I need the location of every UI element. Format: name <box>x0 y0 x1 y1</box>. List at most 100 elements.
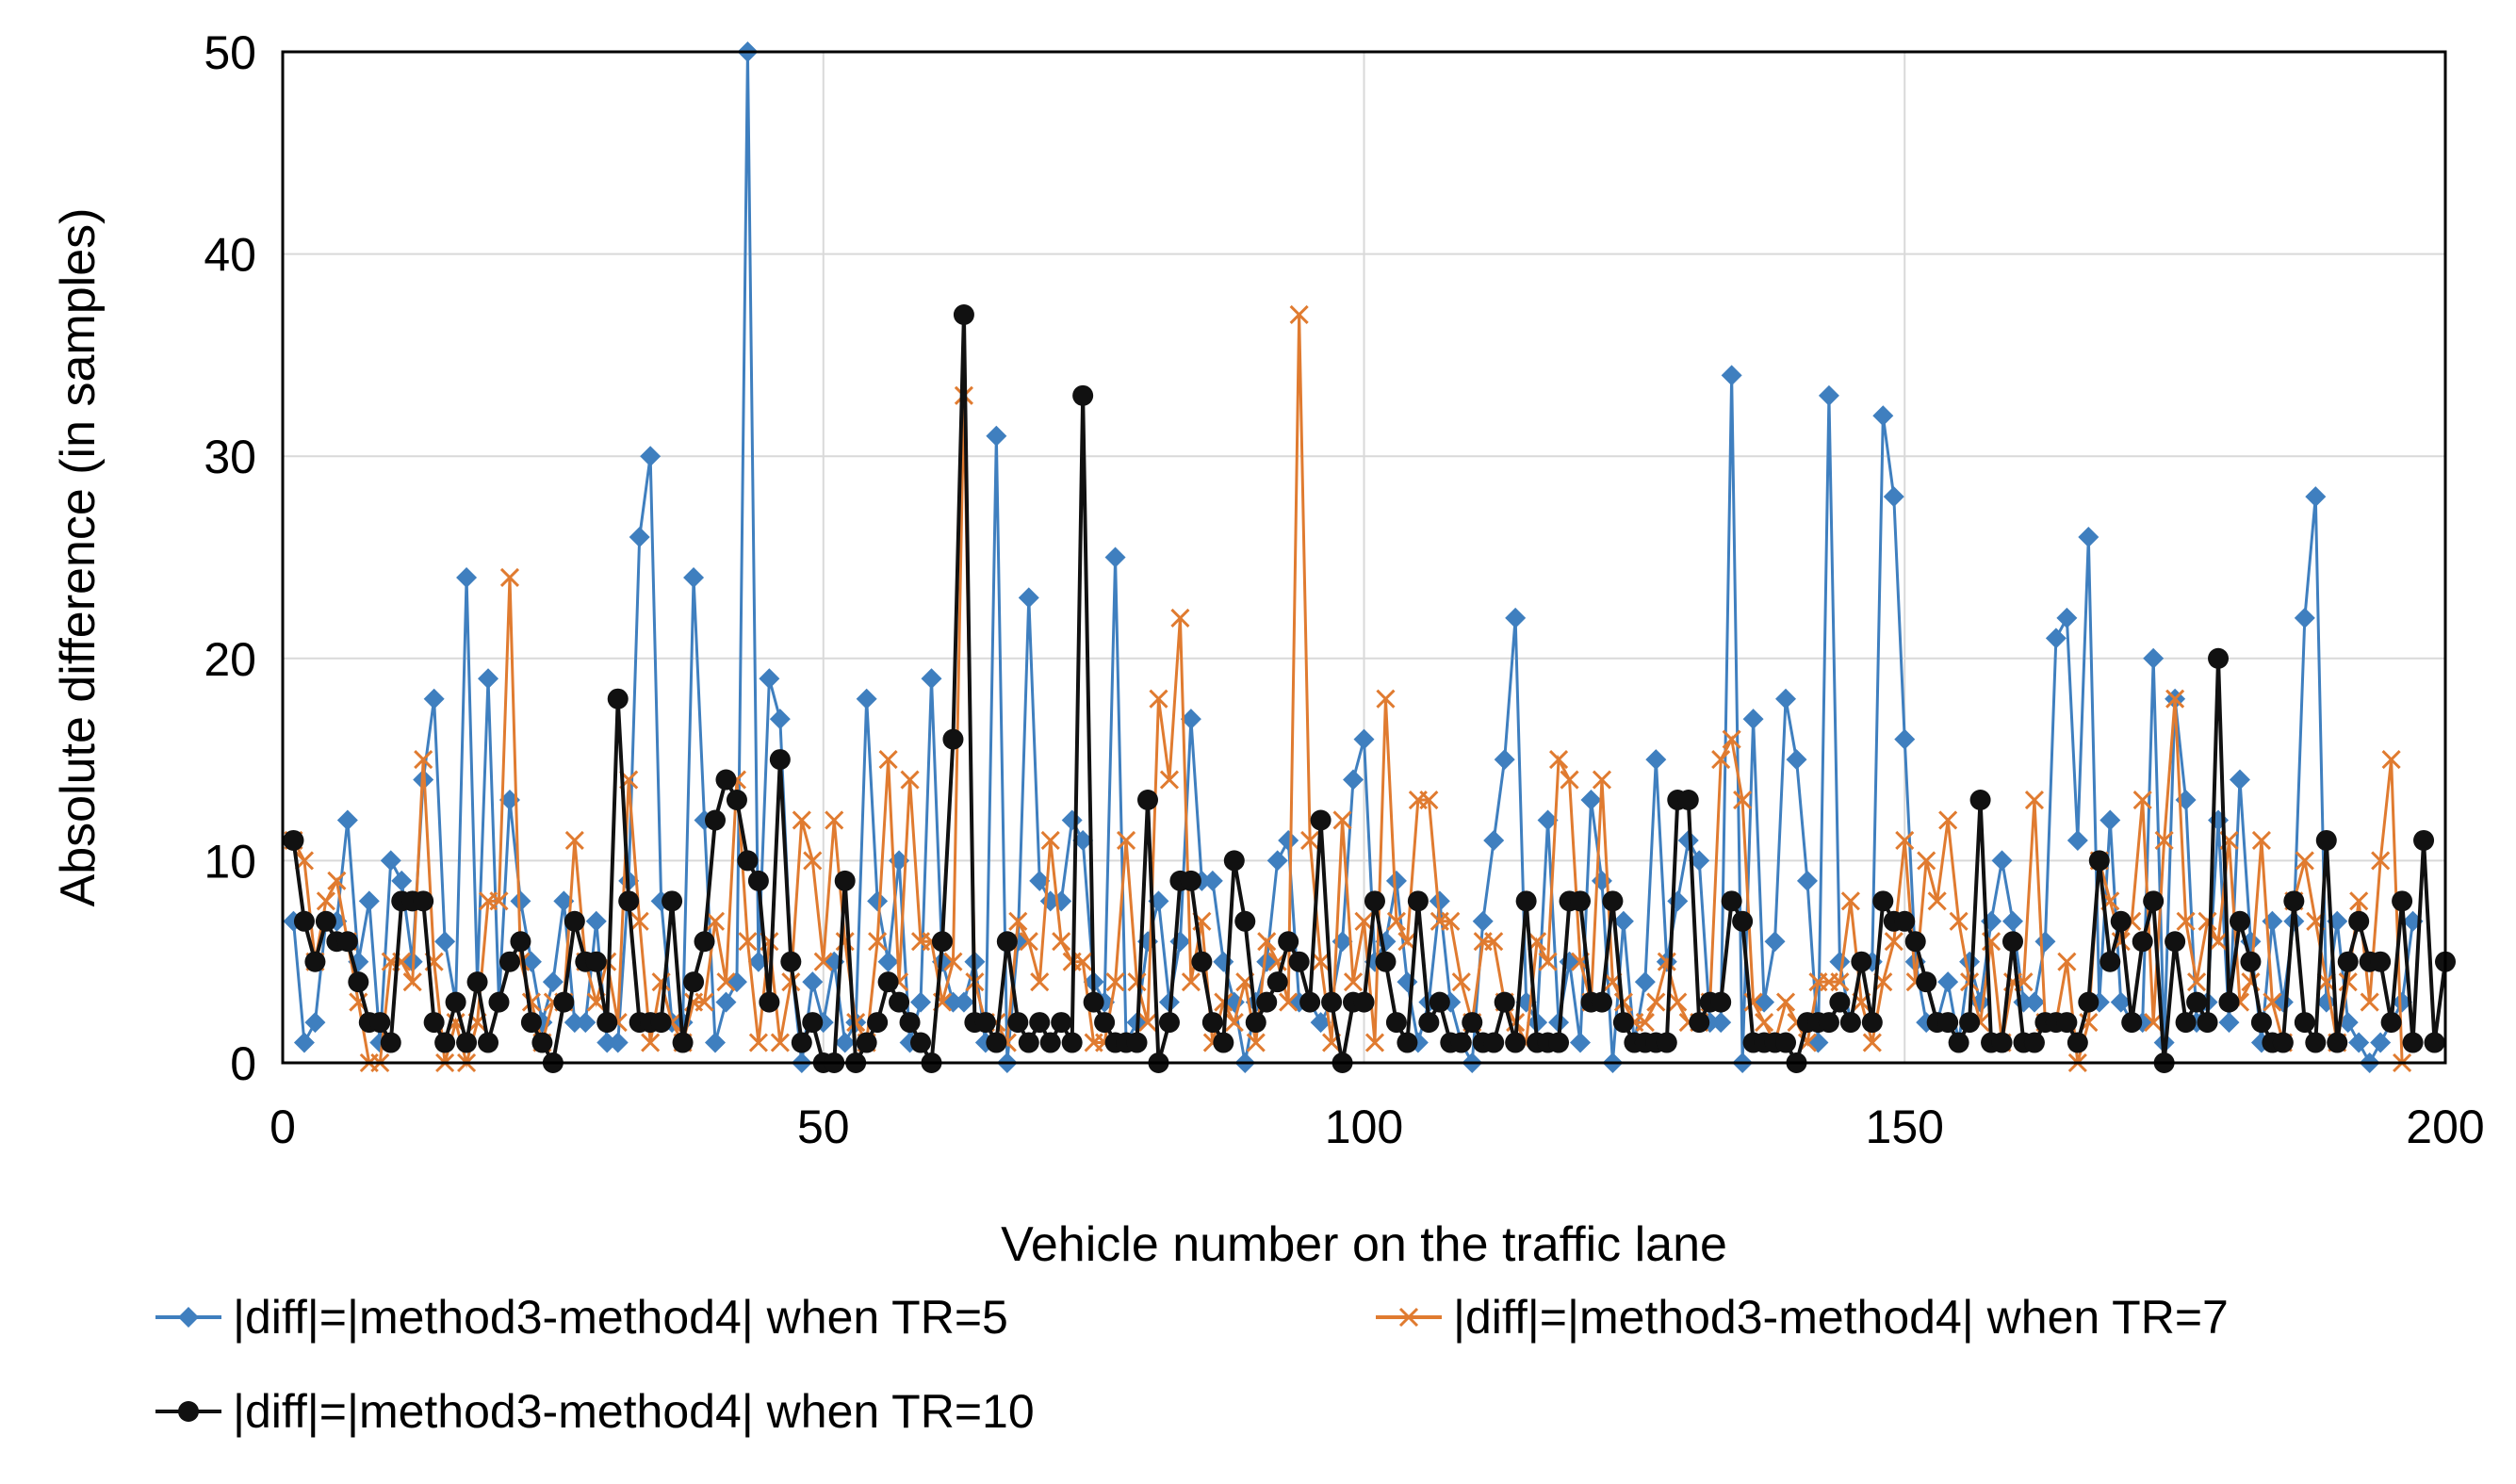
data-point <box>456 1032 478 1053</box>
data-point <box>2349 891 2369 911</box>
data-point <box>1668 992 1688 1012</box>
data-point <box>1830 972 1850 992</box>
data-point <box>1007 1012 1029 1034</box>
data-point <box>1169 931 1191 953</box>
data-point <box>564 910 585 932</box>
data-point <box>2392 890 2413 912</box>
data-point <box>650 1012 672 1034</box>
data-point <box>2402 1032 2424 1053</box>
data-point <box>1039 1032 1061 1053</box>
data-point <box>1234 910 1256 932</box>
data-point <box>575 1012 596 1034</box>
data-point <box>846 1013 866 1033</box>
data-point <box>715 991 737 1013</box>
data-point <box>2176 911 2196 931</box>
data-point <box>520 1012 542 1034</box>
data-point <box>1689 850 1710 872</box>
legend-label: |diff|=|method3-method4| when TR=10 <box>233 1385 1035 1438</box>
data-point <box>1018 1032 1039 1053</box>
y-tick-label: 20 <box>204 633 256 686</box>
data-point <box>791 1032 812 1053</box>
data-point <box>2023 1032 2045 1053</box>
data-point <box>1505 1032 1527 1053</box>
data-point <box>2327 1032 2348 1053</box>
data-point <box>1538 952 1558 971</box>
data-point <box>521 992 541 1012</box>
data-point <box>1721 890 1742 912</box>
data-point <box>1278 931 1299 953</box>
data-point <box>1158 1012 1180 1034</box>
data-point <box>1072 384 1094 406</box>
data-point <box>1019 932 1038 952</box>
data-point <box>694 992 714 1012</box>
data-point <box>1353 728 1375 750</box>
data-point <box>304 1012 326 1034</box>
data-point <box>2380 1012 2402 1034</box>
data-point <box>1677 790 1699 811</box>
data-point <box>1105 972 1125 992</box>
data-point <box>1872 890 1894 912</box>
data-point <box>1904 931 1926 953</box>
y-tick-label: 50 <box>204 26 256 79</box>
data-point <box>618 890 640 912</box>
data-point <box>2208 932 2229 952</box>
data-point <box>1710 991 1732 1013</box>
data-point <box>1364 890 1385 912</box>
legend-marker <box>178 1307 199 1328</box>
data-point <box>456 566 478 588</box>
data-point <box>1375 951 1397 972</box>
data-point <box>1299 991 1321 1013</box>
data-point <box>803 851 823 871</box>
data-point <box>1711 750 1731 770</box>
data-point <box>498 951 520 972</box>
data-point <box>380 850 401 872</box>
data-point <box>641 1033 661 1052</box>
data-point <box>423 688 445 709</box>
data-point <box>2143 647 2165 669</box>
data-point <box>2348 1032 2370 1053</box>
data-point <box>402 972 422 992</box>
data-point <box>2099 809 2121 831</box>
data-point <box>499 567 520 588</box>
data-point <box>585 910 607 932</box>
data-point <box>1311 952 1331 971</box>
data-point <box>1429 890 1450 912</box>
data-point <box>2002 910 2023 932</box>
data-point <box>1991 850 2013 872</box>
data-point <box>1450 1032 1472 1053</box>
data-point <box>2154 830 2174 851</box>
data-point <box>1742 709 1764 730</box>
data-point <box>726 790 747 811</box>
data-point <box>1180 709 1201 730</box>
data-point <box>705 1032 726 1053</box>
data-point <box>1181 972 1201 992</box>
data-point <box>640 446 662 467</box>
data-point <box>2078 527 2099 548</box>
data-point <box>1429 991 1450 1013</box>
data-point <box>2121 1012 2143 1034</box>
data-point <box>769 709 791 730</box>
data-point <box>1245 1012 1266 1034</box>
data-point <box>1407 890 1429 912</box>
legend: |diff|=|method3-method4| when TR=5 |diff|… <box>155 1291 2229 1438</box>
data-point <box>553 991 575 1013</box>
data-point <box>1191 951 1213 972</box>
data-point <box>921 668 942 690</box>
data-point <box>834 870 856 891</box>
data-point <box>2294 607 2315 628</box>
data-point <box>1257 932 1277 952</box>
data-point <box>488 991 510 1013</box>
series-1 <box>283 41 2424 1073</box>
data-point <box>2143 890 2165 912</box>
data-point <box>2424 1032 2445 1053</box>
data-point <box>1829 951 1851 972</box>
data-point <box>813 952 833 971</box>
data-point <box>1818 384 1839 406</box>
data-point <box>2338 972 2358 992</box>
data-point <box>369 1012 391 1034</box>
data-point <box>726 971 747 993</box>
y-axis-title: Absolute difference (in samples) <box>51 208 106 907</box>
data-point <box>1959 1012 1981 1034</box>
data-point <box>1580 790 1602 811</box>
